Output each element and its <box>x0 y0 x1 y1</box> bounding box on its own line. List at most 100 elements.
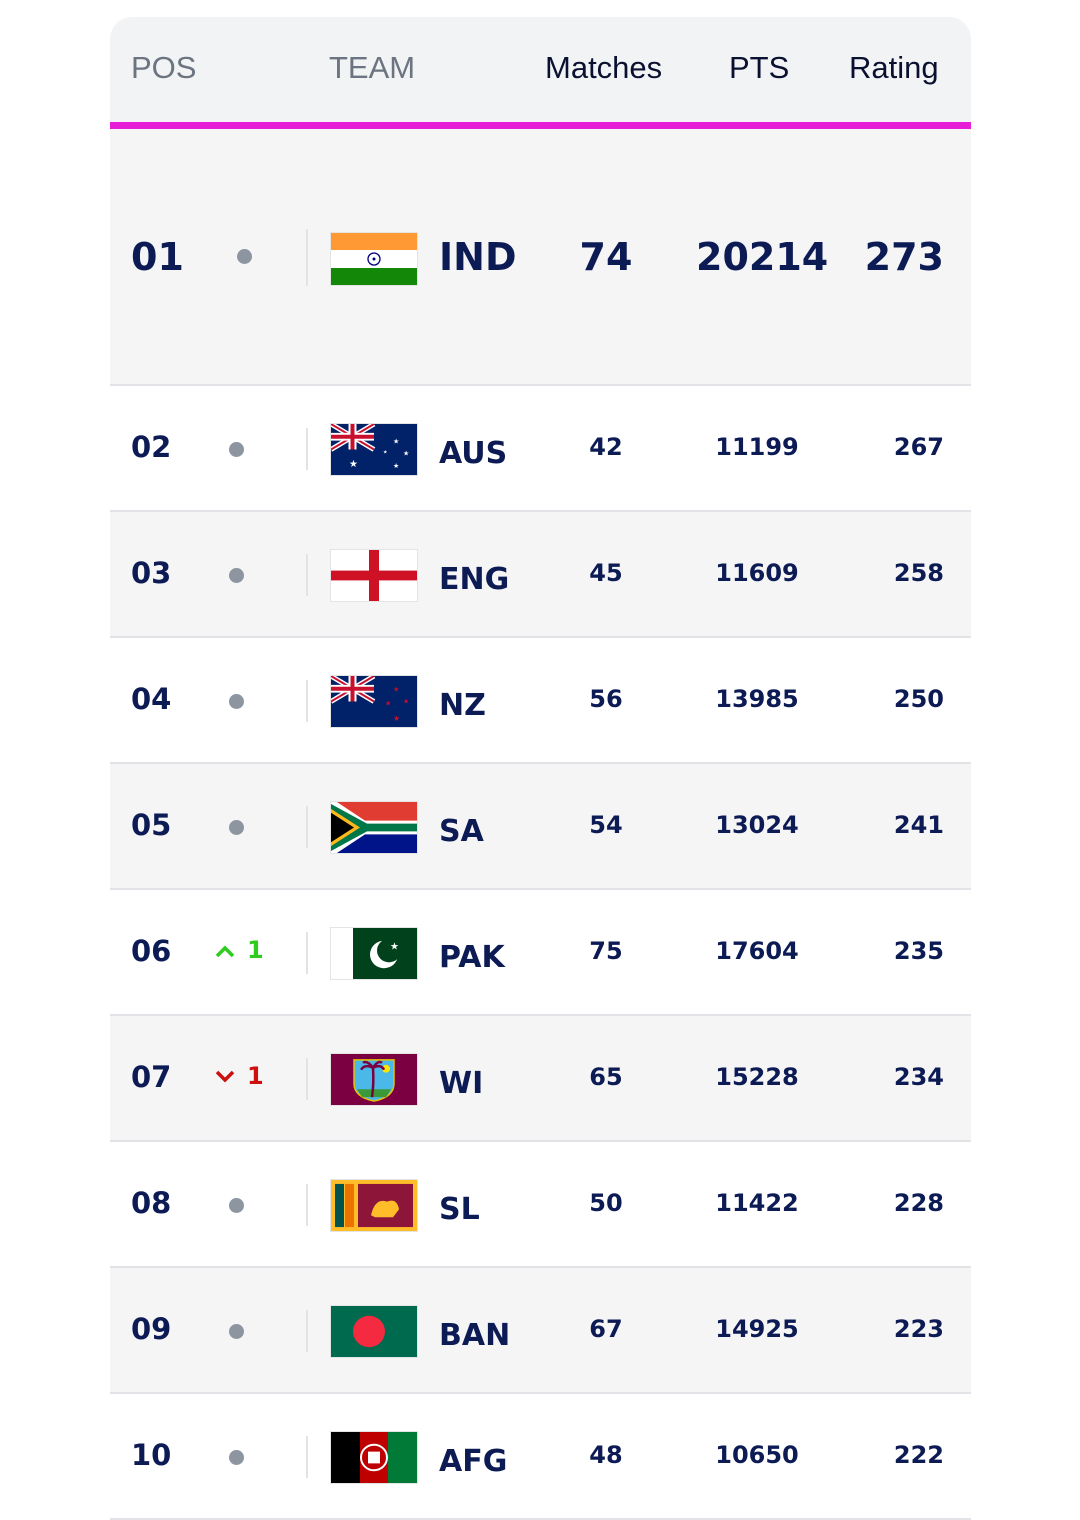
position: 05 <box>131 808 172 842</box>
team-code[interactable]: AFG <box>439 1444 508 1479</box>
pts-value: 11422 <box>715 1189 799 1217</box>
position: 02 <box>131 430 172 464</box>
position: 01 <box>131 235 184 279</box>
table-row[interactable]: 09 BAN 67 14925 223 <box>110 1268 971 1394</box>
divider <box>306 428 308 470</box>
position: 06 <box>131 934 172 968</box>
no-change-dot-icon <box>229 1198 244 1213</box>
pts-value: 13985 <box>715 685 799 713</box>
matches-value: 65 <box>589 1063 623 1091</box>
team-code[interactable]: NZ <box>439 688 486 723</box>
header-pts[interactable]: PTS <box>729 50 790 85</box>
matches-value: 67 <box>589 1315 623 1343</box>
header-pos[interactable]: POS <box>131 50 197 85</box>
divider <box>306 1310 308 1352</box>
divider <box>306 1436 308 1478</box>
rating-value: 234 <box>893 1063 944 1091</box>
svg-text:★: ★ <box>385 699 391 707</box>
afghanistan-flag-icon <box>330 1431 418 1484</box>
change-value: 1 <box>247 936 264 964</box>
svg-text:★: ★ <box>383 449 388 455</box>
rating-value: 267 <box>893 433 944 461</box>
svg-text:★: ★ <box>403 698 409 706</box>
pts-value: 11609 <box>715 559 799 587</box>
team-code[interactable]: SA <box>439 814 484 849</box>
svg-text:★: ★ <box>393 686 399 694</box>
table-row[interactable]: 08 SL 50 11422 228 <box>110 1142 971 1268</box>
matches-value: 75 <box>589 937 623 965</box>
pts-value: 14925 <box>715 1315 799 1343</box>
england-flag-icon <box>330 549 418 602</box>
rating-value: 222 <box>893 1441 944 1469</box>
position: 03 <box>131 556 172 590</box>
matches-value: 74 <box>579 235 633 279</box>
matches-value: 48 <box>589 1441 623 1469</box>
pts-value: 11199 <box>715 433 799 461</box>
position: 08 <box>131 1186 172 1220</box>
pakistan-flag-icon: ★ <box>330 927 418 980</box>
divider <box>306 680 308 722</box>
svg-text:★: ★ <box>403 449 409 457</box>
svg-text:★: ★ <box>349 459 358 470</box>
team-code[interactable]: ENG <box>439 562 510 597</box>
change-value: 1 <box>247 1062 264 1090</box>
team-code[interactable]: WI <box>439 1066 484 1101</box>
pts-value: 13024 <box>715 811 799 839</box>
matches-value: 54 <box>589 811 623 839</box>
divider <box>306 1184 308 1226</box>
pts-value: 17604 <box>715 937 799 965</box>
rating-value: 258 <box>893 559 944 587</box>
table-row[interactable]: 05 SA 54 13024 241 <box>110 764 971 890</box>
svg-text:★: ★ <box>393 462 399 470</box>
team-code[interactable]: PAK <box>439 940 505 975</box>
matches-value: 42 <box>589 433 623 461</box>
header-accent-bar <box>110 122 971 129</box>
table-row[interactable]: 01 IND 74 20214 273 <box>110 129 971 386</box>
team-code[interactable]: SL <box>439 1192 480 1227</box>
table-header: POS TEAM Matches PTS Rating <box>110 17 971 122</box>
sri-lanka-flag-icon <box>330 1179 418 1232</box>
rating-value: 250 <box>893 685 944 713</box>
no-change-dot-icon <box>229 442 244 457</box>
position: 04 <box>131 682 172 716</box>
divider <box>306 554 308 596</box>
south-africa-flag-icon <box>330 801 418 854</box>
table-row[interactable]: 10 AFG 48 10650 222 <box>110 1394 971 1520</box>
bangladesh-flag-icon <box>330 1305 418 1358</box>
chevron-down-icon <box>215 1062 235 1090</box>
team-code[interactable]: BAN <box>439 1318 511 1353</box>
table-row[interactable]: 02 ★ ★ ★ ★ ★ AUS 42 11199 267 <box>110 386 971 512</box>
table-row[interactable]: 07 1 WI 65 15228 234 <box>110 1016 971 1142</box>
rating-value: 228 <box>893 1189 944 1217</box>
position: 09 <box>131 1312 172 1346</box>
australia-flag-icon: ★ ★ ★ ★ ★ <box>330 423 418 476</box>
no-change-dot-icon <box>229 1450 244 1465</box>
rating-value: 223 <box>893 1315 944 1343</box>
table-row[interactable]: 03 ENG 45 11609 258 <box>110 512 971 638</box>
pts-value: 10650 <box>715 1441 799 1469</box>
chevron-up-icon <box>215 936 235 964</box>
divider <box>306 1058 308 1100</box>
team-code[interactable]: AUS <box>439 436 508 471</box>
pts-value: 20214 <box>696 235 829 279</box>
svg-text:★: ★ <box>393 714 400 723</box>
rankings-table: POS TEAM Matches PTS Rating 01 IND 74 20… <box>110 17 971 1520</box>
divider <box>306 932 308 974</box>
divider <box>306 806 308 848</box>
matches-value: 56 <box>589 685 623 713</box>
table-row[interactable]: 04 ★ ★ ★ ★ NZ 56 13985 250 <box>110 638 971 764</box>
team-code[interactable]: IND <box>439 235 517 279</box>
rating-value: 241 <box>893 811 944 839</box>
table-row[interactable]: 06 1 ★ PAK 75 17604 235 <box>110 890 971 1016</box>
position: 10 <box>131 1438 172 1472</box>
no-change-dot-icon <box>229 694 244 709</box>
svg-text:★: ★ <box>390 942 399 953</box>
header-matches[interactable]: Matches <box>545 50 663 85</box>
header-team[interactable]: TEAM <box>329 50 416 85</box>
new-zealand-flag-icon: ★ ★ ★ ★ <box>330 675 418 728</box>
west-indies-flag-icon <box>330 1053 418 1106</box>
position: 07 <box>131 1060 172 1094</box>
header-rating[interactable]: Rating <box>849 50 939 85</box>
matches-value: 45 <box>589 559 623 587</box>
no-change-dot-icon <box>229 820 244 835</box>
